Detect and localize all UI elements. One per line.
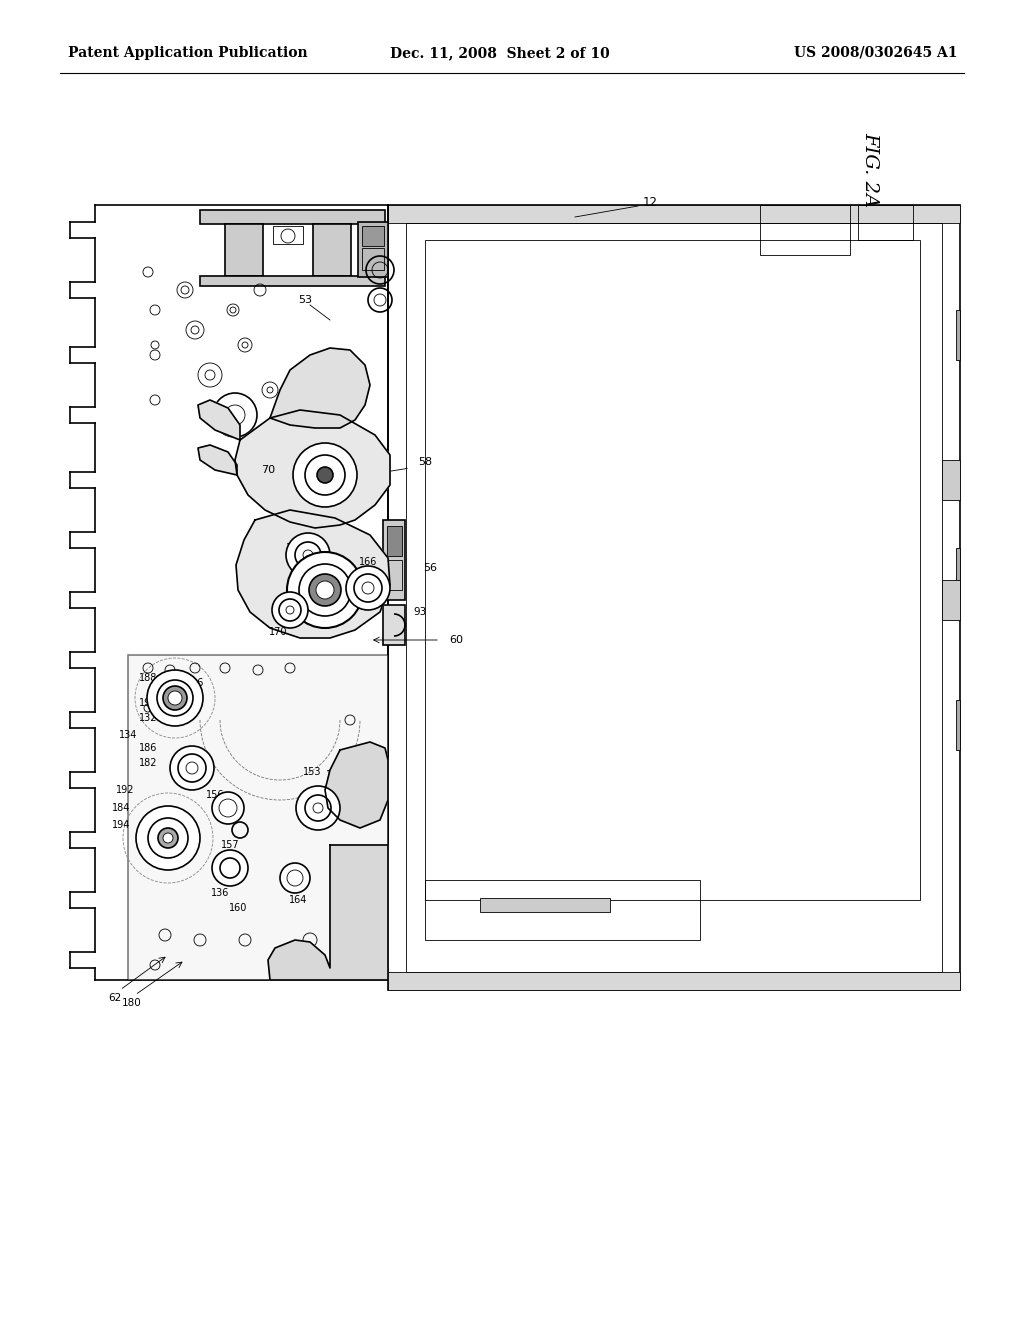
Circle shape xyxy=(317,467,333,483)
Text: Dec. 11, 2008  Sheet 2 of 10: Dec. 11, 2008 Sheet 2 of 10 xyxy=(390,46,609,59)
Bar xyxy=(956,310,961,360)
Text: 82: 82 xyxy=(318,450,332,459)
Circle shape xyxy=(346,566,390,610)
Text: 184: 184 xyxy=(112,803,130,813)
Bar xyxy=(760,205,850,255)
Circle shape xyxy=(280,863,310,894)
Circle shape xyxy=(309,574,341,606)
Circle shape xyxy=(170,746,214,789)
Bar xyxy=(383,605,406,645)
Text: 152: 152 xyxy=(346,570,365,579)
Circle shape xyxy=(158,828,178,847)
Bar xyxy=(480,898,610,912)
Text: 157: 157 xyxy=(221,840,240,850)
Text: 153: 153 xyxy=(303,767,322,777)
Circle shape xyxy=(316,581,334,599)
Circle shape xyxy=(168,690,182,705)
Text: 150: 150 xyxy=(286,543,304,553)
Circle shape xyxy=(163,833,173,843)
Bar xyxy=(942,579,961,620)
Text: 60: 60 xyxy=(449,635,463,645)
Polygon shape xyxy=(234,411,390,528)
Text: 156: 156 xyxy=(206,789,224,800)
Bar xyxy=(200,276,385,286)
Circle shape xyxy=(212,792,244,824)
Bar xyxy=(313,224,351,276)
Bar xyxy=(425,880,700,940)
Polygon shape xyxy=(270,348,370,428)
Text: 186: 186 xyxy=(139,743,158,752)
Text: 70: 70 xyxy=(261,465,275,475)
Bar xyxy=(362,226,384,246)
Text: 56: 56 xyxy=(423,564,437,573)
Text: 194: 194 xyxy=(112,820,130,830)
Bar xyxy=(273,226,303,244)
Text: 182: 182 xyxy=(138,758,158,768)
Text: 188: 188 xyxy=(139,673,158,682)
Polygon shape xyxy=(236,510,390,638)
Text: FIG. 2A: FIG. 2A xyxy=(861,132,879,207)
Text: 192: 192 xyxy=(116,785,134,795)
Text: 155: 155 xyxy=(326,789,344,800)
Bar xyxy=(387,525,402,556)
Text: 134: 134 xyxy=(119,730,137,741)
Bar xyxy=(388,205,961,990)
Bar xyxy=(387,560,402,590)
Bar xyxy=(406,223,942,972)
Text: 164: 164 xyxy=(289,895,307,906)
Bar xyxy=(858,205,913,240)
Text: 136: 136 xyxy=(211,888,229,898)
Text: 170: 170 xyxy=(268,627,288,638)
Polygon shape xyxy=(198,445,237,475)
Text: 72: 72 xyxy=(311,483,326,492)
Bar xyxy=(383,520,406,601)
Text: Patent Application Publication: Patent Application Publication xyxy=(68,46,307,59)
Text: 62: 62 xyxy=(108,993,121,1003)
Text: 166: 166 xyxy=(358,557,377,568)
Bar xyxy=(388,972,961,990)
Circle shape xyxy=(212,850,248,886)
Text: 154: 154 xyxy=(326,770,344,780)
Text: 180: 180 xyxy=(122,998,141,1008)
Circle shape xyxy=(147,671,203,726)
Text: 53: 53 xyxy=(298,294,312,305)
Bar xyxy=(362,248,384,271)
Text: 132: 132 xyxy=(138,713,158,723)
Text: 190: 190 xyxy=(139,698,158,708)
Polygon shape xyxy=(325,742,388,828)
Bar xyxy=(200,210,385,224)
Text: 196: 196 xyxy=(185,678,204,688)
Text: 58: 58 xyxy=(418,457,432,467)
Circle shape xyxy=(163,686,187,710)
Bar xyxy=(942,459,961,500)
Circle shape xyxy=(296,785,340,830)
Polygon shape xyxy=(268,845,388,979)
Bar xyxy=(425,240,920,900)
Bar xyxy=(128,655,388,979)
Text: 12: 12 xyxy=(642,197,657,210)
Bar xyxy=(388,205,961,223)
Bar xyxy=(225,224,263,276)
Circle shape xyxy=(287,552,362,628)
Circle shape xyxy=(272,591,308,628)
Bar xyxy=(358,222,388,277)
Circle shape xyxy=(286,533,330,577)
Text: US 2008/0302645 A1: US 2008/0302645 A1 xyxy=(795,46,958,59)
Text: 93: 93 xyxy=(414,607,427,616)
Circle shape xyxy=(293,444,357,507)
Bar xyxy=(956,548,961,598)
Circle shape xyxy=(136,807,200,870)
Bar xyxy=(956,700,961,750)
Text: 160: 160 xyxy=(228,903,247,913)
Polygon shape xyxy=(198,400,240,440)
